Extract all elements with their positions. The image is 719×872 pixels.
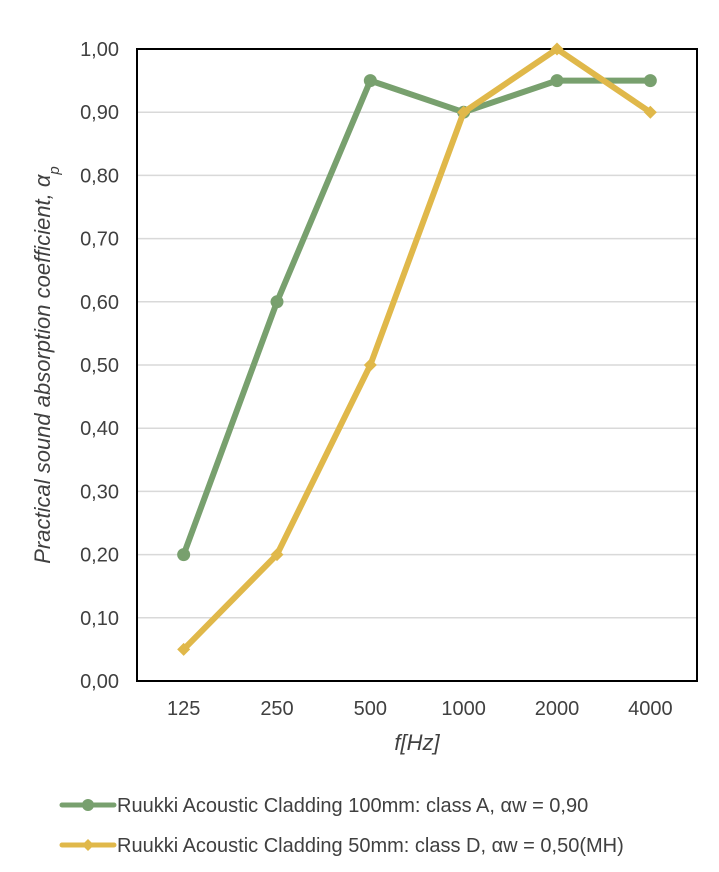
y-tick-label: 0,90: [80, 102, 119, 124]
data-point: [177, 548, 191, 562]
x-tick-label: 500: [354, 698, 387, 720]
legend-label-2: Ruukki Acoustic Cladding 50mm: class D, …: [117, 835, 624, 857]
y-axis-title-main: Practical sound absorption coefficient, …: [30, 173, 55, 564]
data-point: [643, 74, 657, 88]
legend-label-1: Ruukki Acoustic Cladding 100mm: class A,…: [117, 795, 588, 817]
data-point: [643, 105, 657, 119]
x-axis-title: f[Hz]: [394, 730, 440, 755]
data-point: [270, 548, 284, 562]
plot-area-frame: [136, 48, 698, 682]
gridlines: [137, 111, 697, 619]
y-tick-label: 0,20: [80, 545, 119, 567]
y-tick-label: 0,70: [80, 229, 119, 251]
data-point: [270, 295, 284, 309]
data-point: [363, 74, 377, 88]
y-tick-label: 0,00: [80, 671, 119, 693]
data-point: [363, 358, 377, 372]
y-axis-title: Practical sound absorption coefficient, …: [30, 166, 63, 564]
y-tick-label: 0,30: [80, 481, 119, 503]
series-group: [177, 42, 657, 656]
data-point: [177, 642, 191, 656]
y-tick-labels: 0,00 0,10 0,20 0,30 0,40 0,50 0,60 0,70 0,80 0,90…: [80, 39, 119, 693]
legend-swatch-marker-2: [82, 839, 94, 851]
y-tick-label: 1,00: [80, 39, 119, 61]
y-tick-label: 0,60: [80, 292, 119, 314]
y-tick-label: 0,40: [80, 418, 119, 440]
legend-item-2: Ruukki Acoustic Cladding 50mm: class D, …: [59, 835, 624, 857]
series-line-1: [180, 77, 654, 558]
legend: Ruukki Acoustic Cladding 100mm: class A,…: [59, 795, 624, 857]
data-point: [550, 74, 564, 88]
y-axis-title-subscript: p: [46, 166, 63, 175]
x-tick-labels: 125 250 500 1000 2000 4000: [167, 698, 673, 720]
x-tick-label: 125: [167, 698, 200, 720]
x-tick-label: 250: [260, 698, 293, 720]
y-tick-label: 0,10: [80, 608, 119, 630]
data-point: [550, 42, 564, 56]
data-point: [457, 105, 471, 119]
y-tick-label: 0,50: [80, 355, 119, 377]
legend-item-1: Ruukki Acoustic Cladding 100mm: class A,…: [59, 795, 588, 817]
y-tick-label: 0,80: [80, 165, 119, 187]
x-tick-label: 1000: [441, 698, 486, 720]
series-line-2: [180, 46, 654, 653]
legend-swatch-marker-1: [82, 799, 94, 811]
x-tick-label: 4000: [628, 698, 673, 720]
x-tick-label: 2000: [535, 698, 580, 720]
